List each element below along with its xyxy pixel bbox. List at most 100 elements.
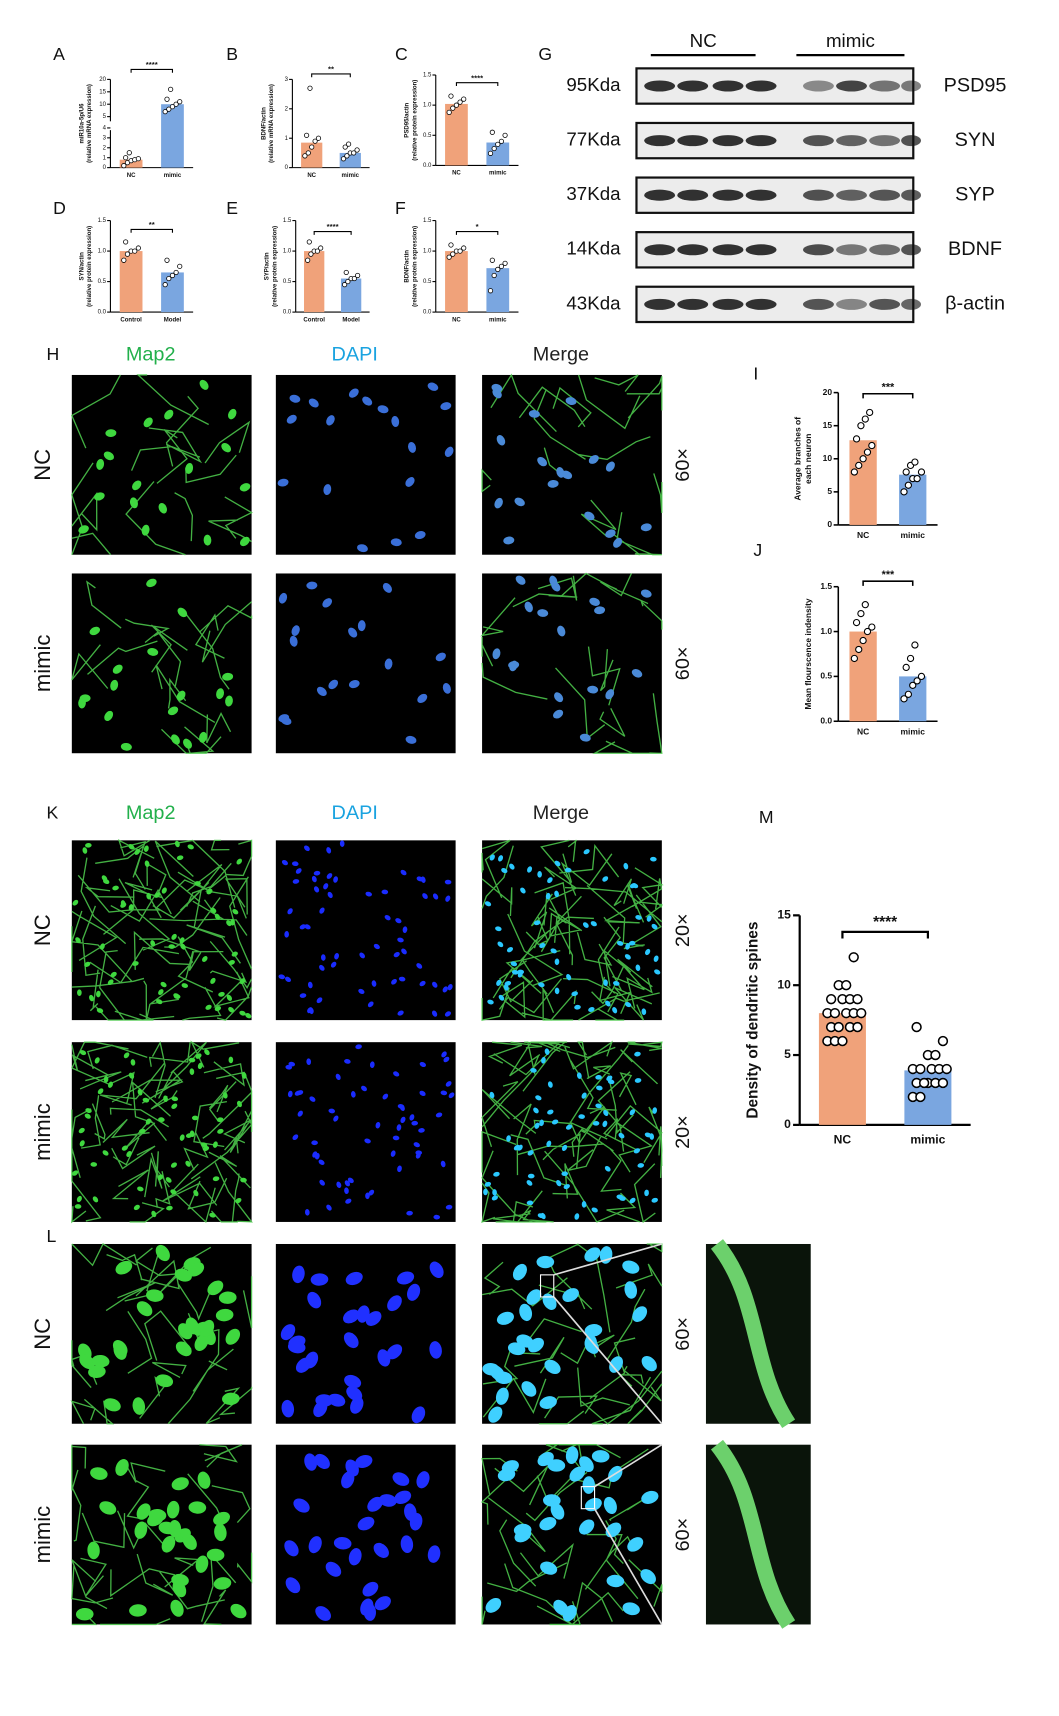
magnification: 60×	[672, 1518, 694, 1552]
cell-body	[76, 1195, 82, 1203]
cell-body	[218, 991, 225, 997]
nucleus	[625, 1001, 632, 1008]
cell-body	[123, 1052, 130, 1059]
nucleus	[432, 1010, 438, 1017]
cell-body	[201, 1142, 208, 1148]
cell-body	[232, 909, 239, 915]
nucleus	[401, 948, 407, 955]
cell-body	[240, 536, 250, 547]
nucleus	[561, 1171, 569, 1177]
cell-body	[172, 1580, 187, 1598]
nucleus	[285, 1577, 301, 1594]
nucleus	[291, 861, 299, 867]
data-point	[848, 952, 859, 963]
nucleus	[295, 868, 302, 874]
y-axis-label: (relative protein expression)	[412, 80, 418, 161]
cell-body	[217, 1128, 224, 1134]
nucleus	[345, 1198, 352, 1204]
data-point	[166, 275, 172, 282]
nucleus	[398, 976, 406, 982]
y-tick-label: 0	[784, 1117, 791, 1131]
data-point	[346, 141, 352, 147]
cell-body	[225, 695, 233, 707]
data-point	[917, 468, 926, 476]
nucleus	[526, 1200, 534, 1206]
cell-body	[222, 1092, 228, 1099]
cell-body	[213, 1577, 232, 1590]
blot-band	[712, 298, 744, 310]
nucleus	[634, 1051, 641, 1057]
y-tick-label: 1.5	[98, 218, 107, 224]
cell-body	[226, 920, 232, 927]
nucleus	[644, 1189, 649, 1197]
cell-body	[171, 1477, 189, 1491]
y-tick-label: 1	[285, 136, 289, 142]
cell-body	[199, 731, 207, 743]
nucleus	[406, 1210, 413, 1216]
cell-body	[132, 480, 142, 491]
nucleus	[603, 1496, 617, 1515]
nucleus	[547, 877, 553, 884]
nucleus	[547, 1081, 553, 1088]
data-point	[340, 156, 347, 162]
nucleus	[422, 893, 428, 899]
nucleus	[578, 1114, 585, 1119]
data-point	[498, 138, 505, 144]
cell-body	[78, 1127, 85, 1134]
cell-body	[79, 1354, 95, 1370]
nucleus	[517, 969, 525, 975]
nucleus	[333, 1537, 352, 1550]
cell-body	[222, 672, 234, 681]
nucleus	[287, 908, 293, 915]
protein-label: SYN	[955, 129, 996, 151]
cell-body	[147, 648, 159, 656]
nucleus	[414, 531, 426, 540]
bar	[119, 251, 143, 313]
data-point	[166, 106, 172, 112]
nucleus	[444, 1011, 451, 1017]
cell-body	[231, 951, 238, 957]
nucleus	[374, 1596, 391, 1611]
cell-body	[99, 1501, 117, 1515]
nucleus	[584, 511, 595, 521]
nucleus	[397, 1165, 402, 1173]
nucleus	[444, 879, 452, 885]
nucleus	[544, 1359, 561, 1375]
nucleus	[539, 1119, 544, 1127]
row-label: mimic	[30, 1103, 55, 1161]
nucleus	[510, 961, 518, 967]
data-point	[863, 627, 872, 636]
data-point	[866, 408, 874, 417]
cell-body	[88, 1365, 106, 1379]
y-tick-label: 1.5	[283, 218, 292, 224]
data-point	[904, 481, 912, 489]
nucleus	[397, 1104, 405, 1109]
nucleus	[307, 981, 313, 989]
nucleus	[550, 948, 557, 954]
nucleus	[498, 855, 504, 862]
nucleus	[629, 883, 637, 889]
blot-band	[803, 244, 834, 256]
cell-body	[126, 1151, 132, 1157]
blot-band	[869, 80, 901, 92]
nucleus	[483, 1188, 488, 1196]
nucleus	[536, 1255, 555, 1269]
nucleus	[336, 1181, 342, 1189]
significance-label: ****	[146, 60, 158, 69]
y-axis-label: (relative mRNA expression)	[269, 84, 275, 163]
column-label: Merge	[533, 343, 589, 365]
panel-letter: G	[538, 44, 552, 64]
nucleus	[362, 396, 373, 406]
blot-band	[869, 135, 901, 147]
blot-band	[677, 189, 709, 201]
data-point	[833, 1021, 844, 1033]
nucleus	[355, 1455, 373, 1468]
y-axis-label: SYN/actin	[79, 252, 85, 281]
cell-body	[176, 855, 184, 861]
nucleus	[326, 847, 332, 854]
nucleus	[584, 1324, 603, 1337]
micrograph	[275, 1042, 456, 1222]
bar	[340, 278, 362, 313]
cell-body	[235, 1197, 242, 1204]
nucleus	[526, 1180, 533, 1186]
